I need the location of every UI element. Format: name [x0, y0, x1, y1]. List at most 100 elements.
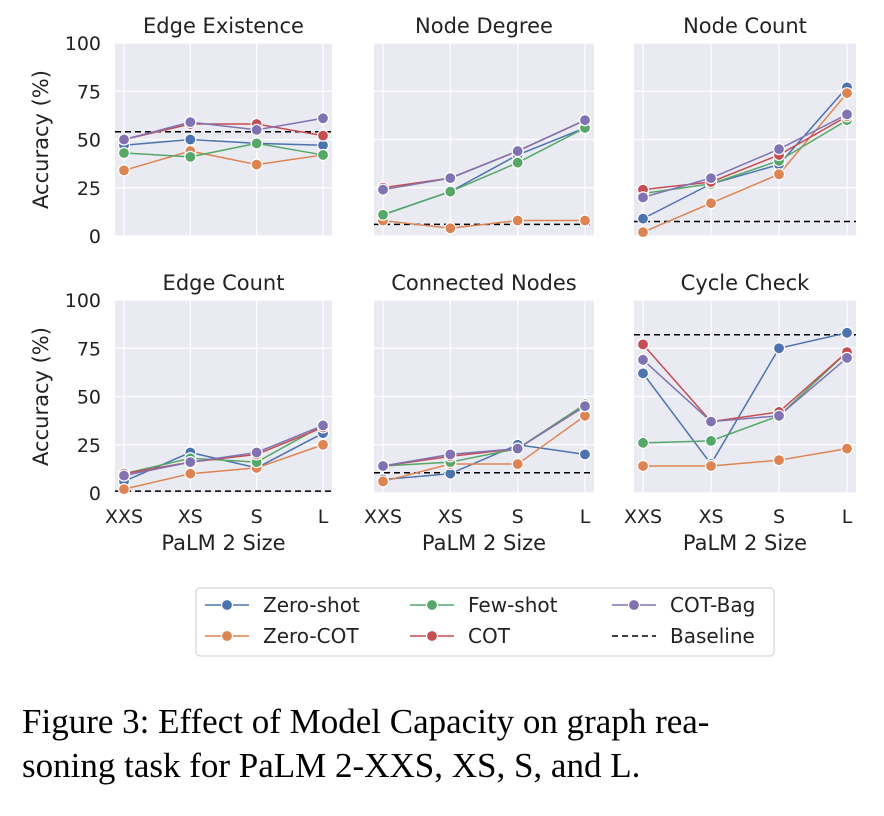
- legend: Zero-shot Few-shot COT-Bag Zero-COT COT Basel…: [195, 587, 775, 657]
- data-point-cot-bag: [772, 143, 786, 156]
- data-point-cot-bag: [184, 116, 197, 129]
- series-zero-cot: [123, 150, 324, 172]
- data-point-cot-bag: [444, 448, 457, 461]
- x-tick-label-xs: XS: [698, 506, 723, 528]
- data-point-cot-bag: [578, 400, 592, 413]
- panel-edge-count: Edge Count 0 25 50 75 100 Accuracy (%) XXS XS S L P…: [29, 271, 332, 555]
- panel-title: Node Degree: [415, 14, 553, 38]
- series-line-cot: [642, 343, 848, 423]
- legend-label: Few-shot: [468, 593, 558, 617]
- panel-cycle-check: Cycle Check XXS XS S L PaLM 2 Size: [624, 271, 856, 555]
- data-point-zero-cot: [704, 197, 718, 210]
- data-point-zero-cot: [250, 158, 263, 171]
- series-cot: [123, 426, 324, 475]
- series-line-few-shot: [382, 403, 586, 467]
- data-point-zero-cot: [184, 467, 197, 480]
- y-tick-label: 25: [77, 435, 101, 457]
- series-line-zero-cot: [382, 219, 585, 230]
- series-line-cot-bag: [382, 119, 586, 191]
- data-point-zero-shot: [578, 448, 592, 461]
- x-tick-label-s: S: [773, 506, 785, 528]
- data-point-cot: [316, 129, 330, 142]
- series-few-shot: [642, 351, 848, 444]
- panel-title: Node Count: [683, 14, 807, 38]
- x-tick-label-xxs: XXS: [364, 506, 402, 528]
- x-tick-label-xxs: XXS: [105, 506, 143, 528]
- y-tick-label: 100: [65, 290, 101, 312]
- legend-swatch-marker: [425, 598, 439, 612]
- data-point-few-shot: [704, 434, 718, 447]
- panel-title: Edge Count: [163, 271, 285, 295]
- series-few-shot: [382, 403, 586, 467]
- series-zero-shot: [123, 138, 324, 147]
- data-point-cot-bag: [316, 112, 330, 125]
- series-line-few-shot: [382, 127, 586, 216]
- series-line-cot: [642, 115, 848, 191]
- data-point-cot-bag: [376, 183, 390, 196]
- series-line-few-shot: [123, 142, 324, 158]
- data-point-cot-bag: [704, 415, 718, 428]
- data-point-cot-bag: [511, 442, 524, 455]
- legend-item-cot: COT: [410, 624, 511, 648]
- data-point-zero-cot: [772, 168, 786, 181]
- data-point-cot-bag: [117, 469, 131, 482]
- panel-edge-existence: Edge Existence 0 25 50 75 100 Accuracy (%): [29, 14, 332, 248]
- legend-item-zero-cot: Zero-COT: [205, 624, 359, 648]
- data-point-zero-cot: [772, 454, 786, 467]
- legend-swatch-marker: [425, 629, 439, 643]
- data-point-cot-bag: [117, 133, 131, 146]
- x-axis-label: PaLM 2 Size: [683, 531, 807, 555]
- series-line-zero-cot: [643, 447, 848, 467]
- legend-label: Zero-COT: [263, 624, 359, 648]
- series-cot: [123, 123, 324, 141]
- data-point-few-shot: [250, 137, 263, 150]
- data-point-cot-bag: [578, 114, 592, 127]
- legend-swatch-marker: [627, 598, 641, 612]
- data-point-zero-cot: [636, 226, 650, 239]
- series-line-zero-shot: [642, 332, 848, 466]
- series-zero-cot: [642, 92, 848, 233]
- data-point-few-shot: [117, 146, 131, 160]
- y-tick-label: 25: [77, 178, 101, 200]
- series-cot-bag: [123, 424, 324, 477]
- legend-label: Zero-shot: [263, 593, 360, 617]
- series-line-zero-shot: [123, 138, 324, 147]
- y-tick-label: 50: [77, 387, 101, 409]
- legend-label: COT: [468, 624, 511, 648]
- series-cot-bag: [642, 357, 848, 423]
- series-cot-bag: [123, 117, 324, 141]
- series-line-zero-cot: [642, 92, 848, 233]
- series-few-shot: [123, 142, 324, 158]
- series-line-zero-cot: [123, 444, 324, 490]
- y-tick-label: 50: [77, 130, 101, 152]
- series-line-zero-cot: [382, 415, 586, 483]
- data-point-cot-bag: [511, 144, 524, 158]
- legend-item-baseline: Baseline: [612, 624, 755, 648]
- data-point-zero-shot: [636, 367, 650, 380]
- data-point-zero-cot: [117, 483, 131, 496]
- data-point-zero-cot: [840, 442, 854, 455]
- legend-item-zero-shot: Zero-shot: [205, 593, 360, 617]
- y-tick-label: 0: [89, 483, 101, 505]
- series-line-few-shot: [642, 351, 848, 444]
- data-point-zero-shot: [840, 326, 854, 339]
- panel-connected-nodes: Connected Nodes XXS XS S L PaLM 2 Size: [364, 271, 594, 555]
- data-point-few-shot: [636, 436, 650, 449]
- x-tick-label-l: L: [318, 506, 329, 528]
- x-tick-label-s: S: [251, 506, 263, 528]
- data-point-zero-shot: [184, 133, 197, 146]
- data-point-zero-cot: [704, 459, 718, 473]
- x-tick-label-s: S: [512, 506, 524, 528]
- series-line-zero-shot: [642, 86, 848, 220]
- panel-title: Edge Existence: [143, 14, 304, 38]
- figure-chart-grid: Edge Existence 0 25 50 75 100 Accuracy (%) Node…: [29, 14, 856, 657]
- x-tick-label-xs: XS: [178, 506, 203, 528]
- series-line-cot: [123, 123, 324, 141]
- series-line-cot: [123, 426, 324, 475]
- data-point-zero-cot: [117, 164, 131, 177]
- data-point-few-shot: [444, 185, 457, 198]
- legend-item-few-shot: Few-shot: [410, 593, 558, 617]
- series-cot: [642, 115, 848, 191]
- data-point-cot-bag: [704, 172, 718, 185]
- legend-swatch-marker: [220, 598, 234, 612]
